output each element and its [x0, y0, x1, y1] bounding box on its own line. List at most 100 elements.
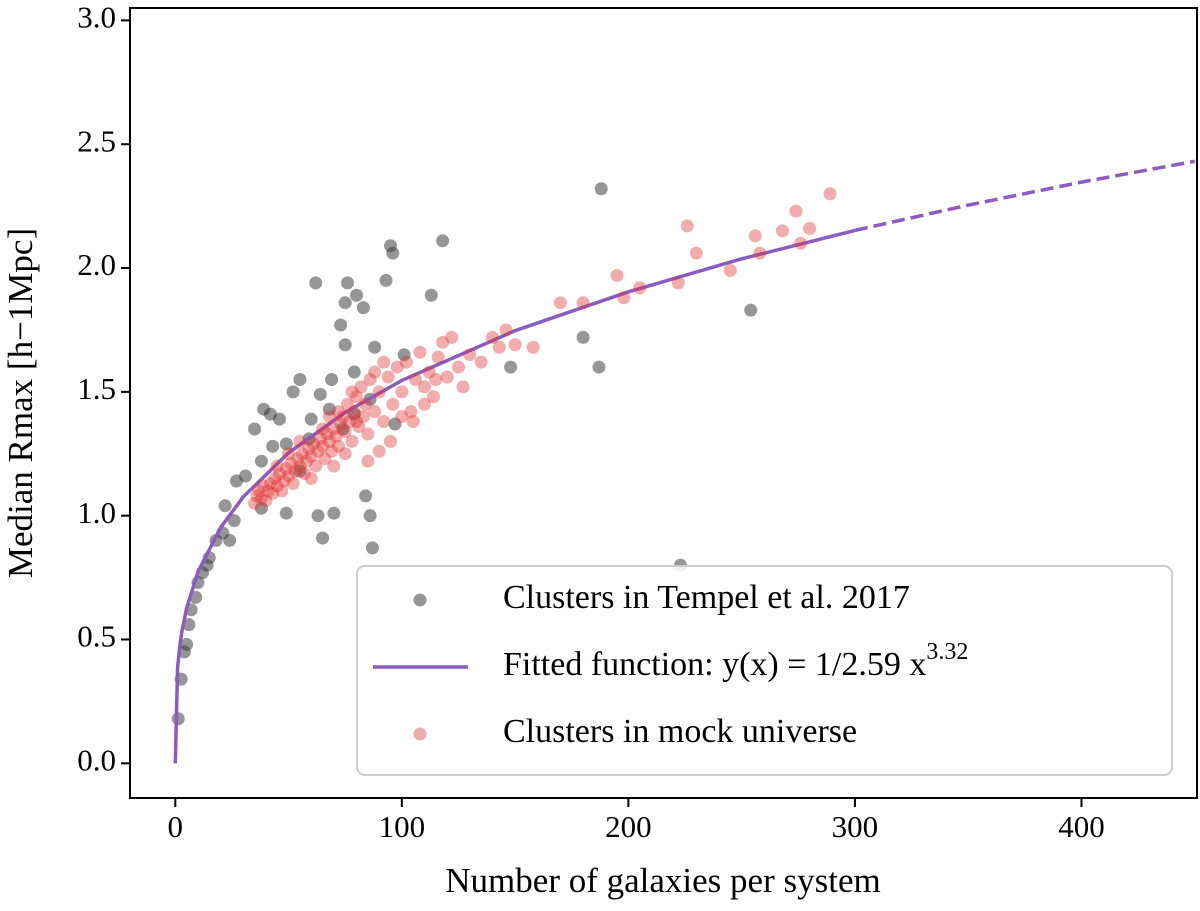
scatter-point [361, 454, 375, 468]
fit-line [854, 159, 1196, 233]
scatter-point [288, 464, 302, 478]
scatter-point [250, 489, 264, 503]
scatter-point [316, 439, 330, 453]
scatter-point [311, 509, 325, 523]
scatter-point [429, 372, 443, 386]
scatter-point [325, 444, 339, 458]
scatter-point [279, 462, 293, 476]
scatter-point [345, 385, 359, 399]
scatter-point [368, 405, 382, 419]
scatter-point [291, 452, 305, 466]
scatter-point [316, 422, 330, 436]
scatter-point [345, 434, 359, 448]
legend-label: Clusters in Tempel et al. 2017 [503, 579, 910, 616]
scatter-point [263, 476, 277, 490]
scatter-point [418, 397, 432, 411]
scatter-point [384, 434, 398, 448]
y-tick-label: 1.5 [77, 371, 116, 406]
plot-area [171, 159, 1196, 764]
scatter-point [381, 370, 395, 384]
scatter-point [395, 385, 409, 399]
scatter-point [492, 340, 506, 354]
scatter-point [748, 229, 762, 243]
scatter-point [259, 494, 273, 508]
scatter-point [338, 296, 352, 310]
scatter-point [372, 385, 386, 399]
scatter-point [413, 345, 427, 359]
scatter-point [309, 276, 323, 290]
scatter-point [261, 484, 275, 498]
y-tick-label: 2.0 [77, 247, 116, 282]
scatter-point [340, 397, 354, 411]
scatter-point [327, 506, 341, 520]
scatter-point [223, 533, 237, 547]
legend-label: Clusters in mock universe [503, 713, 857, 750]
scatter-point [248, 422, 262, 436]
scatter-point [320, 427, 334, 441]
scatter-point [379, 273, 393, 287]
scatter-point [361, 427, 375, 441]
scatter-point [275, 484, 289, 498]
scatter-point [404, 405, 418, 419]
x-tick-label: 300 [832, 809, 879, 844]
scatter-point [343, 415, 357, 429]
scatter-point [282, 469, 296, 483]
scatter-point [277, 474, 291, 488]
scatter-point [334, 318, 348, 332]
scatter-point [354, 380, 368, 394]
scatter-point [363, 372, 377, 386]
scatter-point [617, 291, 631, 305]
scatter-point [440, 370, 454, 384]
scatter-point [293, 464, 307, 478]
scatter-point [266, 439, 280, 453]
scatter-point [350, 415, 364, 429]
scatter-point [823, 187, 837, 201]
scatter-point [295, 447, 309, 461]
scatter-point [803, 221, 817, 235]
scatter-point [309, 459, 323, 473]
scatter-point [325, 372, 339, 386]
scatter-point [218, 499, 232, 513]
scatter-point [372, 444, 386, 458]
y-tick-label: 0.5 [77, 619, 116, 654]
scatter-point [336, 410, 350, 424]
scatter-point [408, 372, 422, 386]
scatter-point [254, 491, 268, 505]
scatter-point [180, 637, 194, 651]
scatter-point [610, 268, 624, 282]
scatter-point [304, 472, 318, 486]
scatter-point [329, 429, 343, 443]
scatter-point [331, 439, 345, 453]
scatter-point [723, 264, 737, 278]
scatter-point [485, 330, 499, 344]
scatter-point [422, 365, 436, 379]
superscript: 3.32 [926, 639, 968, 665]
x-tick-label: 100 [379, 809, 426, 844]
scatter-point [248, 496, 262, 510]
scatter-point [347, 365, 361, 379]
scatter-point [334, 417, 348, 431]
scatter-point [338, 338, 352, 352]
scatter-point [368, 340, 382, 354]
scatter-point [279, 437, 293, 451]
scatter-point [463, 348, 477, 362]
scatter-point [775, 224, 789, 238]
scatter-point [436, 234, 450, 248]
scatter-point [753, 246, 767, 260]
scatter-point [340, 276, 354, 290]
scatter-point [576, 296, 590, 310]
scatter-point [390, 360, 404, 374]
scatter-point [293, 434, 307, 448]
scatter-point [680, 219, 694, 233]
scatter-point [304, 412, 318, 426]
scatter-point [282, 447, 296, 461]
scatter-point [254, 454, 268, 468]
scatter-point [327, 422, 341, 436]
scatter-point [451, 360, 465, 374]
y-axis-label: Median Rmax [h−1Mpc] [1, 228, 40, 578]
scatter-point [239, 469, 253, 483]
scatter-point [327, 459, 341, 473]
scatter-point [273, 467, 287, 481]
scatter-point [293, 372, 307, 386]
